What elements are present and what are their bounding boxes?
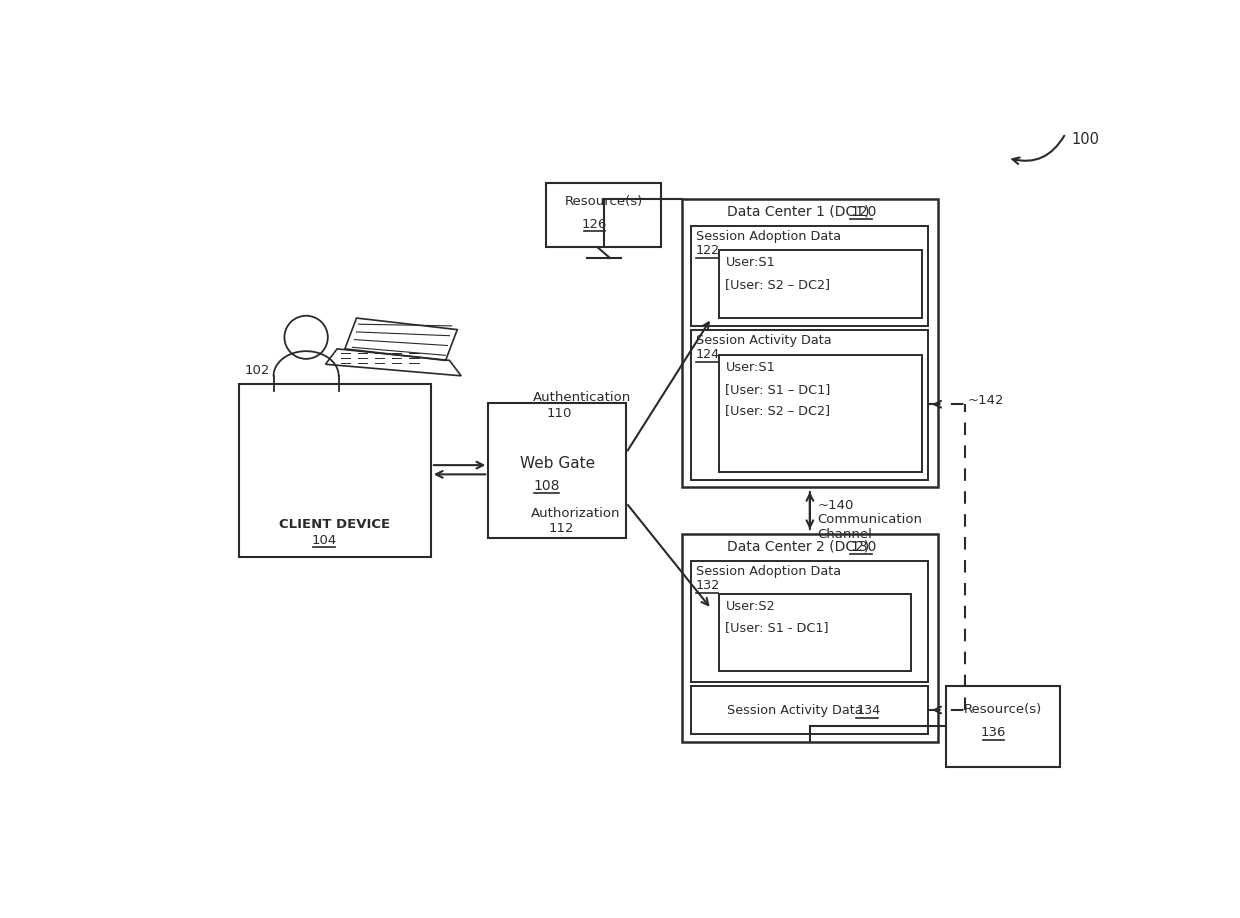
Text: Session Activity Data: Session Activity Data	[696, 334, 832, 347]
Bar	[719, 251, 923, 318]
Bar	[692, 226, 929, 326]
Text: 110: 110	[547, 407, 572, 420]
Text: [User: S2 – DC2]: [User: S2 – DC2]	[725, 278, 831, 291]
Bar	[682, 533, 937, 742]
Text: 130: 130	[851, 540, 877, 554]
Bar	[238, 384, 432, 556]
Text: Communication: Communication	[817, 513, 923, 526]
Text: 124: 124	[696, 348, 720, 361]
Bar	[692, 561, 929, 682]
Text: User:S2: User:S2	[725, 599, 775, 613]
Text: 132: 132	[696, 579, 720, 592]
Text: Authorization: Authorization	[531, 507, 620, 520]
Bar	[945, 686, 1060, 767]
Bar	[489, 403, 626, 538]
Text: CLIENT DEVICE: CLIENT DEVICE	[279, 519, 391, 532]
Text: Data Center 1 (DC1): Data Center 1 (DC1)	[727, 205, 869, 218]
Text: 108: 108	[533, 479, 559, 493]
Bar	[692, 686, 929, 733]
Text: Channel: Channel	[817, 528, 873, 542]
Text: Session Adoption Data: Session Adoption Data	[696, 565, 841, 578]
Text: Session Adoption Data: Session Adoption Data	[696, 230, 841, 243]
Text: Session Activity Data: Session Activity Data	[727, 704, 862, 717]
Text: 104: 104	[311, 533, 336, 546]
Text: ~142: ~142	[967, 394, 1003, 407]
Bar	[719, 594, 911, 671]
Text: [User: S1 – DC1]: [User: S1 – DC1]	[725, 383, 831, 396]
Text: Web Gate: Web Gate	[520, 456, 595, 471]
Text: 100: 100	[1071, 131, 1099, 147]
Text: User:S1: User:S1	[725, 361, 775, 375]
Bar	[719, 355, 923, 472]
Text: 102: 102	[244, 364, 269, 377]
Bar	[547, 184, 661, 247]
Text: ~140: ~140	[817, 499, 854, 512]
Text: [User: S1 - DC1]: [User: S1 - DC1]	[725, 621, 828, 634]
Text: Resource(s): Resource(s)	[963, 703, 1042, 716]
Text: Data Center 2 (DC2): Data Center 2 (DC2)	[727, 540, 869, 554]
Text: Resource(s): Resource(s)	[564, 195, 642, 207]
Text: 112: 112	[549, 522, 574, 535]
Text: 134: 134	[857, 704, 880, 717]
Text: 122: 122	[696, 244, 720, 257]
Text: 126: 126	[582, 218, 608, 231]
Text: User:S1: User:S1	[725, 256, 775, 270]
Text: 120: 120	[851, 205, 877, 218]
Text: [User: S2 – DC2]: [User: S2 – DC2]	[725, 404, 831, 418]
Text: 136: 136	[981, 726, 1006, 739]
Text: Authentication: Authentication	[533, 391, 631, 404]
Bar	[682, 198, 937, 487]
Bar	[692, 330, 929, 480]
